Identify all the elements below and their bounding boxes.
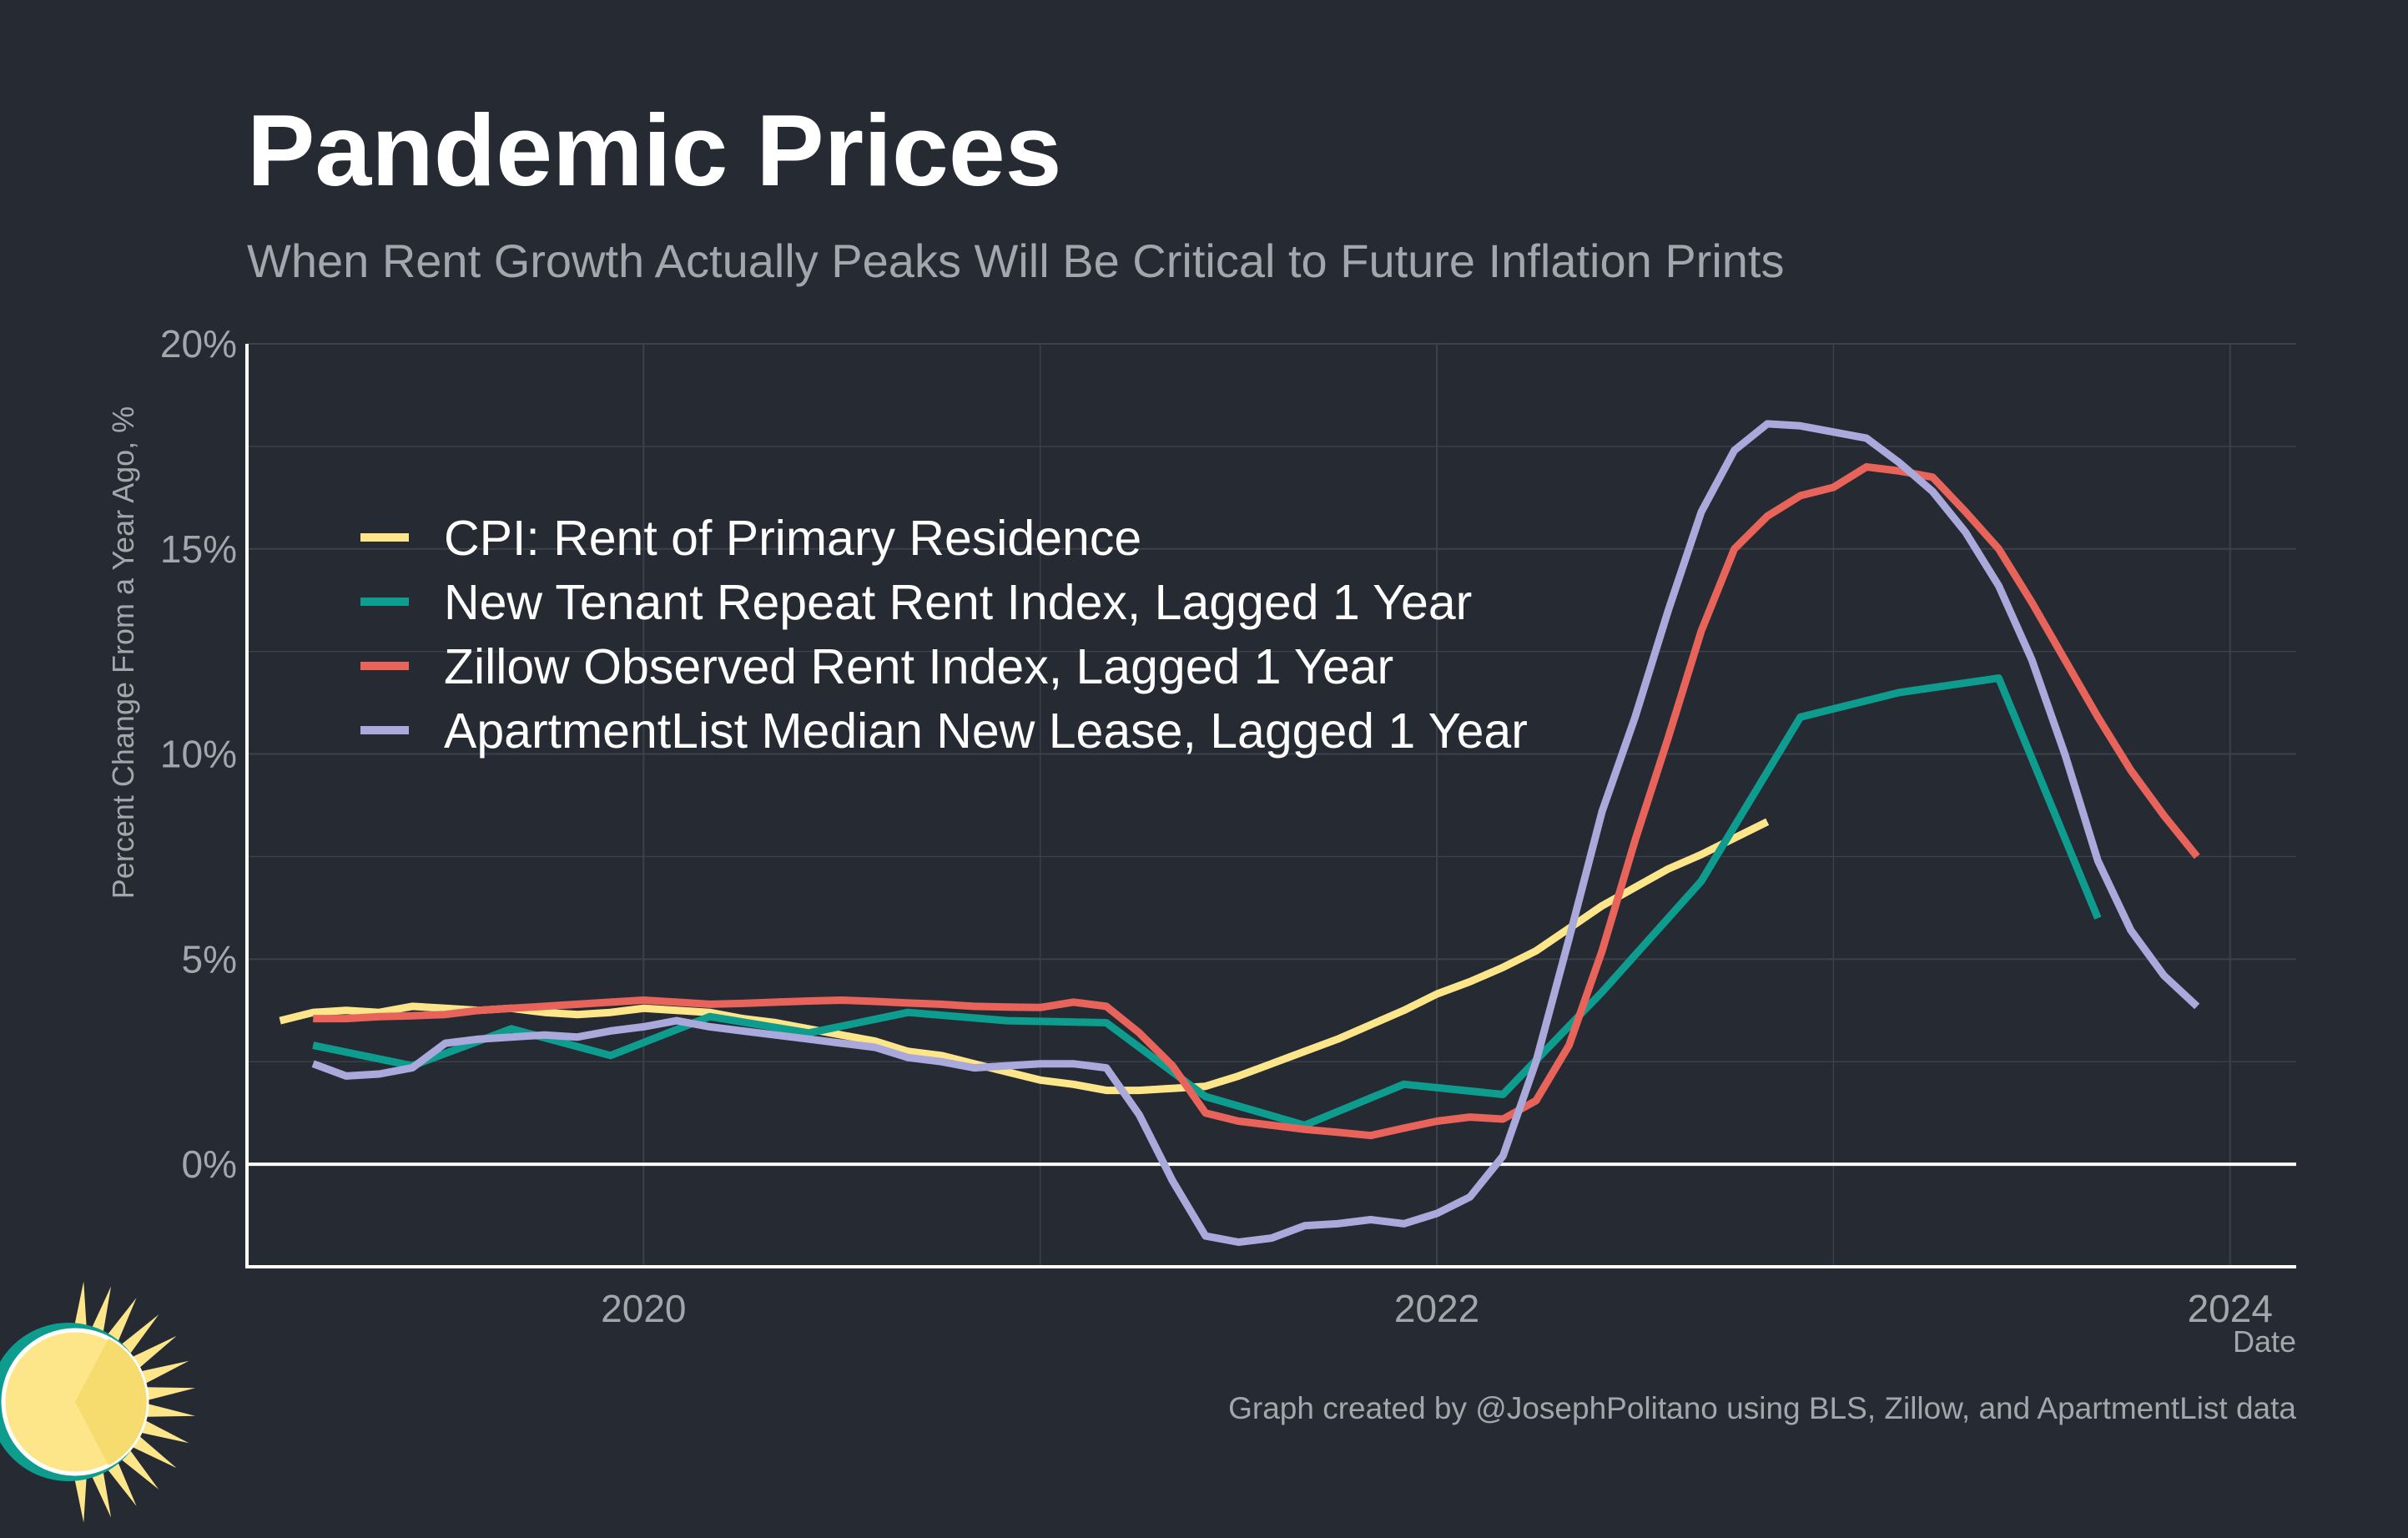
x-tick-label: 2024 bbox=[2188, 1287, 2273, 1330]
y-tick-label: 0% bbox=[182, 1142, 237, 1186]
series-lines bbox=[279, 420, 2200, 1246]
y-tick-label: 5% bbox=[182, 937, 237, 981]
chart-subtitle: When Rent Growth Actually Peaks Will Be … bbox=[247, 234, 1784, 287]
legend-entry: ApartmentList Median New Lease, Lagged 1… bbox=[444, 703, 1528, 759]
y-tick-label: 15% bbox=[160, 527, 237, 571]
sun-logo-icon bbox=[0, 1281, 196, 1523]
legend-entry: Zillow Observed Rent Index, Lagged 1 Yea… bbox=[444, 639, 1393, 694]
legend-entry: CPI: Rent of Primary Residence bbox=[444, 511, 1141, 566]
x-tick-label: 2020 bbox=[601, 1287, 686, 1330]
legend-entry: New Tenant Repeat Rent Index, Lagged 1 Y… bbox=[444, 575, 1472, 630]
x-axis-label: Date bbox=[2233, 1324, 2296, 1359]
y-tick-label: 10% bbox=[160, 733, 237, 776]
x-tick-label: 2022 bbox=[1394, 1287, 1479, 1330]
y-tick-label: 20% bbox=[160, 322, 237, 366]
x-tick-labels: 2020 2022 2024 bbox=[601, 1287, 2273, 1330]
y-axis-label: Percent Change From a Year Ago, % bbox=[106, 406, 140, 899]
axes bbox=[245, 344, 2296, 1268]
series-line-2 bbox=[312, 674, 2102, 1129]
source-caption: Graph created by @JosephPolitano using B… bbox=[1228, 1391, 2296, 1425]
sun-rays bbox=[72, 1281, 196, 1523]
sun-shade bbox=[75, 1339, 147, 1465]
series-line-4 bbox=[311, 420, 2200, 1246]
chart-title: Pandemic Prices bbox=[247, 93, 1062, 207]
series-line-3 bbox=[313, 463, 2200, 1140]
y-tick-labels: 0% 5% 10% 15% 20% bbox=[160, 322, 237, 1186]
legend: CPI: Rent of Primary Residence New Tenant… bbox=[360, 511, 1528, 759]
gridlines bbox=[246, 343, 2296, 1267]
